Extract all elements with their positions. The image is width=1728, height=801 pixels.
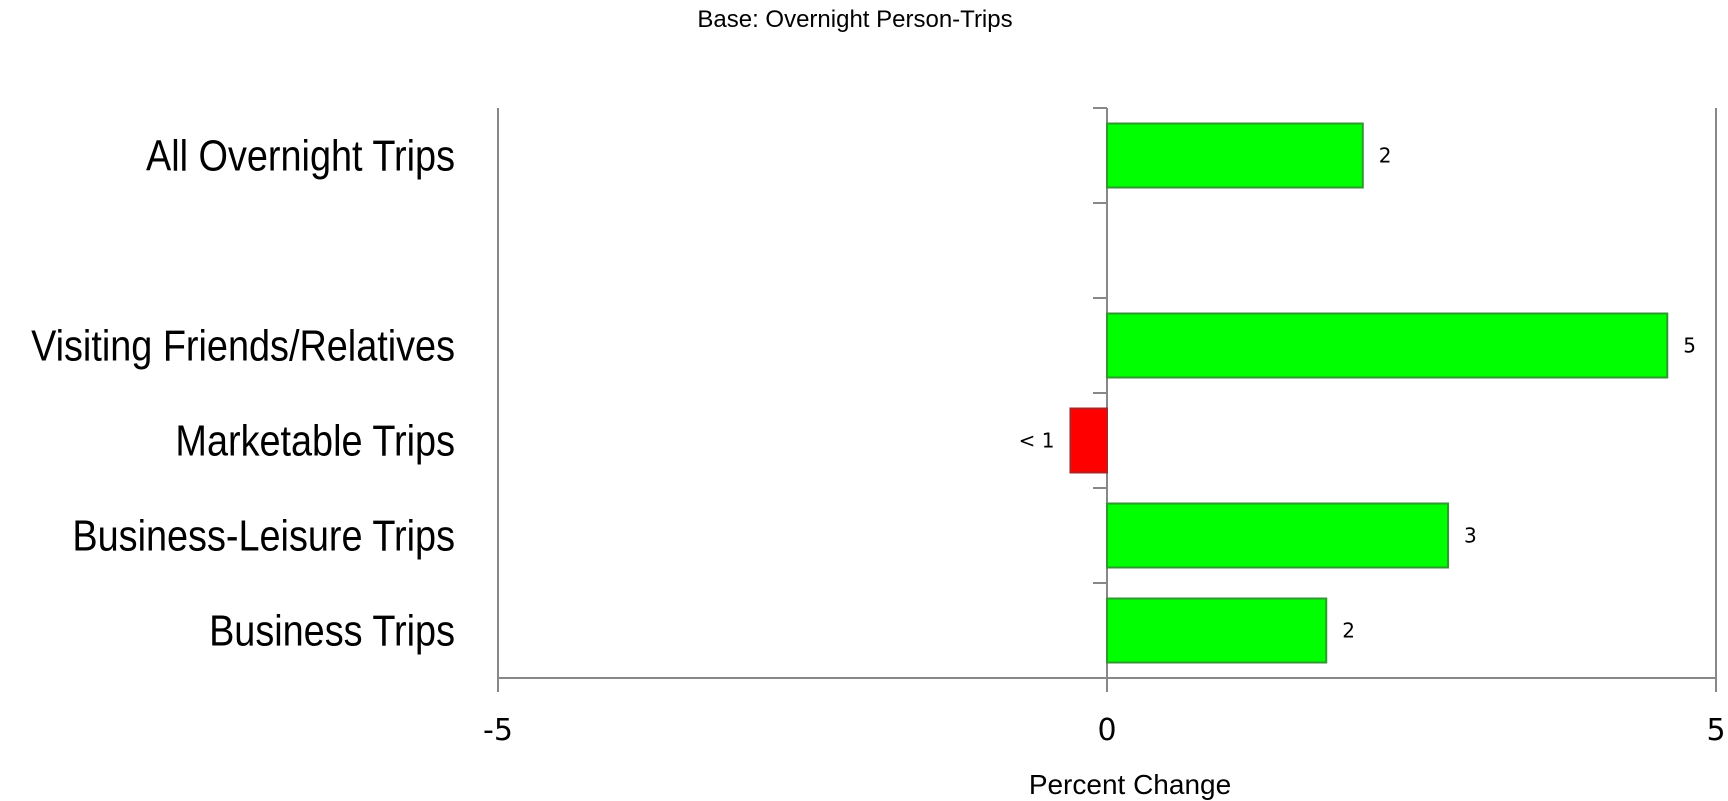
category-label: Visiting Friends/Relatives bbox=[31, 321, 455, 370]
bar bbox=[1106, 597, 1328, 664]
data-label: 2 bbox=[1379, 144, 1392, 168]
category-label: All Overnight Trips bbox=[146, 131, 455, 180]
bar bbox=[1069, 407, 1108, 474]
bar bbox=[1106, 502, 1450, 569]
x-tick-label: 0 bbox=[1097, 713, 1116, 748]
category-label: Business Trips bbox=[209, 606, 455, 655]
bar bbox=[1106, 122, 1364, 189]
chart-subtitle: Base: Overnight Person-Trips bbox=[697, 6, 1012, 33]
plot-area: -5 0 5 All Overnight Trips 2 Visiting Friends… bbox=[31, 107, 1726, 748]
x-axis-title: Percent Change bbox=[1029, 769, 1231, 800]
data-label: 3 bbox=[1464, 524, 1477, 548]
category-label: Business-Leisure Trips bbox=[72, 511, 455, 560]
x-tick-label: -5 bbox=[483, 713, 513, 748]
category-label: Marketable Trips bbox=[175, 416, 455, 465]
data-label: 2 bbox=[1342, 619, 1355, 643]
bar bbox=[1106, 312, 1669, 379]
data-label: 5 bbox=[1683, 334, 1696, 358]
x-tick-label: 5 bbox=[1706, 713, 1725, 748]
data-label: < 1 bbox=[1019, 429, 1055, 453]
